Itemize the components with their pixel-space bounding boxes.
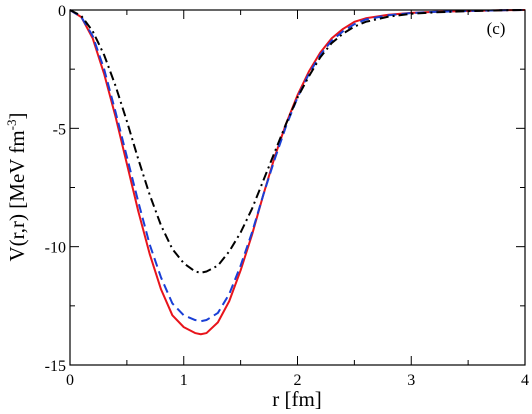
x-tick-label: 0 <box>66 372 74 389</box>
series-line-dashdot <box>69 9 526 274</box>
panel-label: (c) <box>487 19 506 38</box>
ticks-layer <box>69 9 526 366</box>
y-axis-title-close: ] <box>5 113 29 120</box>
x-tick-label: 4 <box>521 372 529 389</box>
x-tick-label: 2 <box>294 372 302 389</box>
y-tick-label: -10 <box>45 240 66 257</box>
y-tick-label: 0 <box>58 3 66 20</box>
y-axis-title-superscript: -3 <box>4 120 19 131</box>
y-axis-title: V(r,r) [MeV fm-3] <box>4 113 29 262</box>
x-tick-label: 3 <box>407 372 415 389</box>
series-line-dashed <box>69 9 526 323</box>
y-tick-label: -15 <box>45 358 66 375</box>
y-axis-title-main: V(r,r) [MeV fm <box>5 130 29 261</box>
tick-labels-layer: 0 1 2 3 4 0 -5 -10 -15 <box>45 3 529 389</box>
series-layer <box>69 9 526 336</box>
x-tick-label: 1 <box>180 372 188 389</box>
y-tick-label: -5 <box>53 121 66 138</box>
x-axis-title: r [fm] <box>272 387 322 411</box>
